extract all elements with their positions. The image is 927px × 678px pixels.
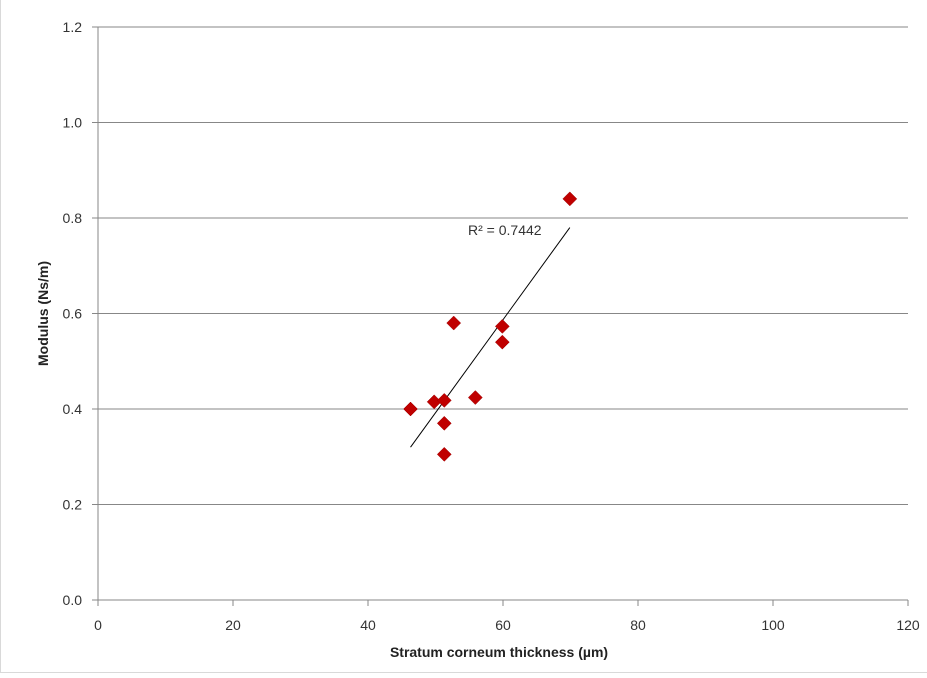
- y-tick-label: 0.0: [63, 592, 83, 608]
- tick-labels: 0.0 0.2 0.4 0.6 0.8 1.0 1.2 0 20 40 60 80 100 120: [63, 19, 920, 633]
- data-point: [494, 319, 510, 334]
- x-tick-label: 40: [360, 617, 376, 633]
- data-point: [436, 447, 452, 462]
- x-tick-label: 100: [761, 617, 785, 633]
- trendline-group: [410, 227, 571, 448]
- r-squared-label: R² = 0.7442: [468, 222, 542, 238]
- y-tick-label: 0.8: [63, 210, 83, 226]
- y-tick-label: 1.0: [63, 115, 83, 131]
- y-tick-label: 0.4: [63, 401, 83, 417]
- data-point: [436, 393, 452, 408]
- data-points: [403, 191, 578, 462]
- x-tick-label: 0: [94, 617, 102, 633]
- grid-lines: [98, 26, 908, 505]
- axes: [92, 26, 909, 606]
- data-point: [467, 390, 483, 405]
- y-tick-label: 0.2: [63, 497, 83, 513]
- x-tick-label: 20: [225, 617, 241, 633]
- y-tick-label: 1.2: [63, 19, 83, 35]
- y-tick-label: 0.6: [63, 306, 83, 322]
- data-point: [494, 334, 510, 350]
- x-tick-label: 80: [630, 617, 646, 633]
- x-tick-label: 60: [495, 617, 511, 633]
- y-axis-title: Modulus (Ns/m): [35, 261, 51, 366]
- data-point: [436, 415, 452, 431]
- trendline: [410, 227, 571, 448]
- data-point: [562, 191, 578, 207]
- data-point: [446, 315, 462, 331]
- data-point: [403, 401, 418, 417]
- x-axis-title: Stratum corneum thickness (µm): [390, 644, 608, 660]
- x-tick-label: 120: [896, 617, 920, 633]
